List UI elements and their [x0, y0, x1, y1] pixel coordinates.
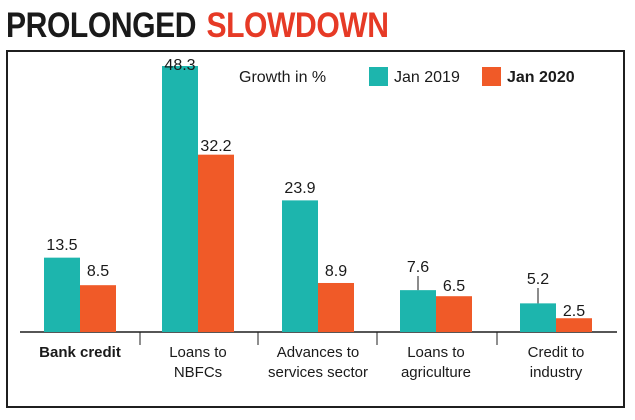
value-label-jan2019-1: 13.5: [46, 237, 77, 254]
legend-title: Growth in %: [239, 69, 326, 86]
category-label-2-line-1: Loans to: [169, 344, 227, 361]
value-label-jan2020-3: 8.9: [325, 263, 347, 280]
legend-swatch-jan2019: [369, 67, 388, 86]
bar-jan2019-3: [282, 200, 318, 332]
value-label-jan2020-4: 6.5: [443, 278, 465, 295]
category-label-5-line-1: Credit to: [528, 344, 585, 361]
value-label-jan2020-5: 2.5: [563, 303, 585, 320]
value-label-jan2019-4: 7.6: [407, 259, 429, 276]
legend-swatch-jan2020: [482, 67, 501, 86]
category-label-5-line-2: industry: [530, 364, 583, 381]
bar-jan2020-2: [198, 154, 234, 332]
bar-jan2019-2: [162, 66, 198, 332]
category-label-2-line-2: NBFCs: [174, 364, 222, 381]
value-label-jan2019-2: 48.3: [164, 57, 195, 74]
category-label-3-line-1: Advances to: [277, 344, 360, 361]
bar-jan2019-5: [520, 303, 556, 332]
legend-label-jan2019: Jan 2019: [394, 69, 460, 86]
category-label-4-line-1: Loans to: [407, 344, 465, 361]
value-label-jan2019-3: 23.9: [284, 180, 315, 197]
legend-label-jan2020: Jan 2020: [507, 69, 575, 86]
category-label-4-line-2: agriculture: [401, 364, 471, 381]
value-label-jan2020-1: 8.5: [87, 263, 109, 280]
category-label-3-line-2: services sector: [268, 364, 368, 381]
title-part2: SLOWDOWN: [206, 6, 389, 45]
value-label-jan2019-5: 5.2: [527, 271, 549, 288]
bar-jan2020-4: [436, 296, 472, 332]
bar-jan2019-1: [44, 257, 80, 332]
bar-jan2020-5: [556, 318, 592, 332]
chart-frame: [6, 50, 625, 408]
value-label-jan2020-2: 32.2: [200, 138, 231, 155]
title-part1: PROLONGED: [6, 6, 197, 45]
category-label-1-line-1: Bank credit: [39, 344, 121, 361]
bar-jan2020-1: [80, 285, 116, 332]
bar-jan2020-3: [318, 282, 354, 332]
bar-jan2019-4: [400, 290, 436, 332]
chart-title: PROLONGED SLOWDOWN: [6, 4, 389, 48]
